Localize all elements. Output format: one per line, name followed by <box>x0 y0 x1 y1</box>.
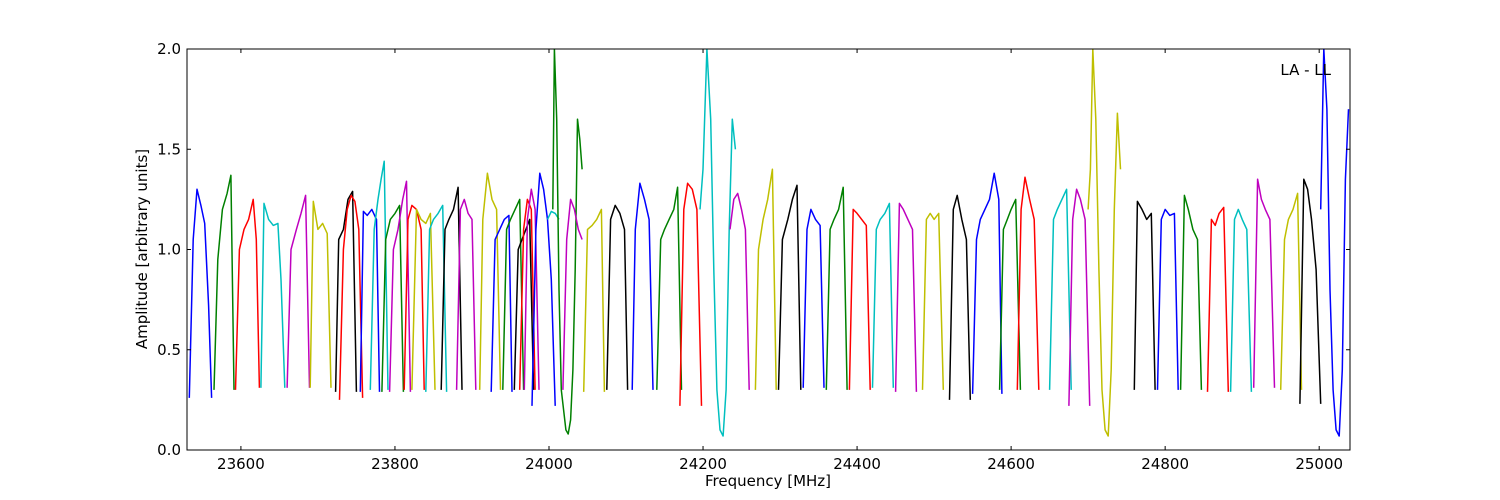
series-line-38 <box>848 208 871 390</box>
series-line-34 <box>754 168 777 390</box>
x-tick-label-0: 23600 <box>217 455 265 473</box>
series-line-0 <box>188 188 213 398</box>
series-line-32 <box>699 49 737 437</box>
series-line-13 <box>411 208 436 390</box>
series-line-33 <box>729 192 750 390</box>
series-line-52 <box>1206 206 1230 392</box>
series-line-12 <box>403 204 425 390</box>
series-group <box>188 49 1350 437</box>
series-line-22 <box>523 188 540 390</box>
series-line-54 <box>1252 178 1276 388</box>
y-tick-label-3: 1.5 <box>157 140 181 158</box>
series-line-57 <box>1319 49 1350 437</box>
series-line-8 <box>359 208 381 392</box>
series-line-17 <box>478 172 502 390</box>
series-line-46 <box>1048 188 1072 390</box>
x-tick-label-3: 24200 <box>679 455 727 473</box>
series-line-30 <box>656 186 683 390</box>
series-line-28 <box>606 204 629 390</box>
series-line-2 <box>234 198 261 390</box>
series-line-51 <box>1179 194 1203 390</box>
series-line-41 <box>921 212 945 390</box>
series-line-31 <box>679 182 703 406</box>
series-line-48 <box>1087 49 1122 437</box>
x-tick-label-5: 24600 <box>987 455 1035 473</box>
x-tick-label-2: 24000 <box>525 455 573 473</box>
series-line-42 <box>948 194 972 400</box>
series-line-50 <box>1156 208 1179 390</box>
series-line-3 <box>260 202 286 388</box>
series-line-49 <box>1133 200 1156 390</box>
series-line-1 <box>213 174 235 390</box>
x-tick-label-1: 23800 <box>371 455 419 473</box>
series-line-21 <box>518 198 536 390</box>
chart-annotation: LA - LL <box>1280 61 1331 79</box>
x-tick-label-4: 24400 <box>833 455 881 473</box>
series-line-37 <box>825 186 848 390</box>
series-line-19 <box>502 198 525 390</box>
series-line-39 <box>871 202 895 388</box>
series-line-6 <box>334 190 358 392</box>
series-line-9 <box>369 160 389 390</box>
series-line-7 <box>338 194 364 400</box>
series-line-16 <box>455 198 477 390</box>
series-line-55 <box>1279 192 1303 390</box>
series-line-43 <box>971 172 1003 394</box>
series-line-18 <box>490 214 513 392</box>
series-line-4 <box>286 194 311 388</box>
series-line-47 <box>1068 188 1091 406</box>
y-axis-label: Amplitude [arbitrary units] <box>133 149 151 349</box>
y-tick-label-1: 0.5 <box>157 341 181 359</box>
series-line-10 <box>381 204 405 392</box>
x-axis-ticks: 23600 23800 24000 24200 24400 24600 24800 25000 <box>217 49 1343 473</box>
x-tick-label-7: 25000 <box>1295 455 1343 473</box>
y-axis-ticks: 0.0 0.5 1.0 1.5 2.0 <box>157 40 1350 459</box>
series-line-14 <box>425 204 448 392</box>
series-line-35 <box>777 184 802 390</box>
series-line-29 <box>631 182 654 390</box>
series-line-40 <box>894 202 918 392</box>
series-line-36 <box>802 208 825 388</box>
series-line-15 <box>440 186 463 390</box>
series-line-26 <box>562 198 583 390</box>
series-line-44 <box>998 198 1022 390</box>
y-tick-label-0: 0.0 <box>157 441 181 459</box>
y-tick-label-2: 1.0 <box>157 241 181 259</box>
series-line-11 <box>388 180 412 392</box>
series-line-53 <box>1229 208 1253 392</box>
series-line-24 <box>546 210 560 220</box>
series-line-56 <box>1299 178 1322 404</box>
series-line-5 <box>309 200 332 388</box>
series-line-25 <box>552 49 583 435</box>
x-axis-label: Frequency [MHz] <box>705 472 831 490</box>
x-tick-label-6: 24800 <box>1141 455 1189 473</box>
series-line-45 <box>1016 176 1040 390</box>
series-line-23 <box>531 172 556 406</box>
series-line-27 <box>582 208 606 392</box>
y-tick-label-4: 2.0 <box>157 40 181 58</box>
